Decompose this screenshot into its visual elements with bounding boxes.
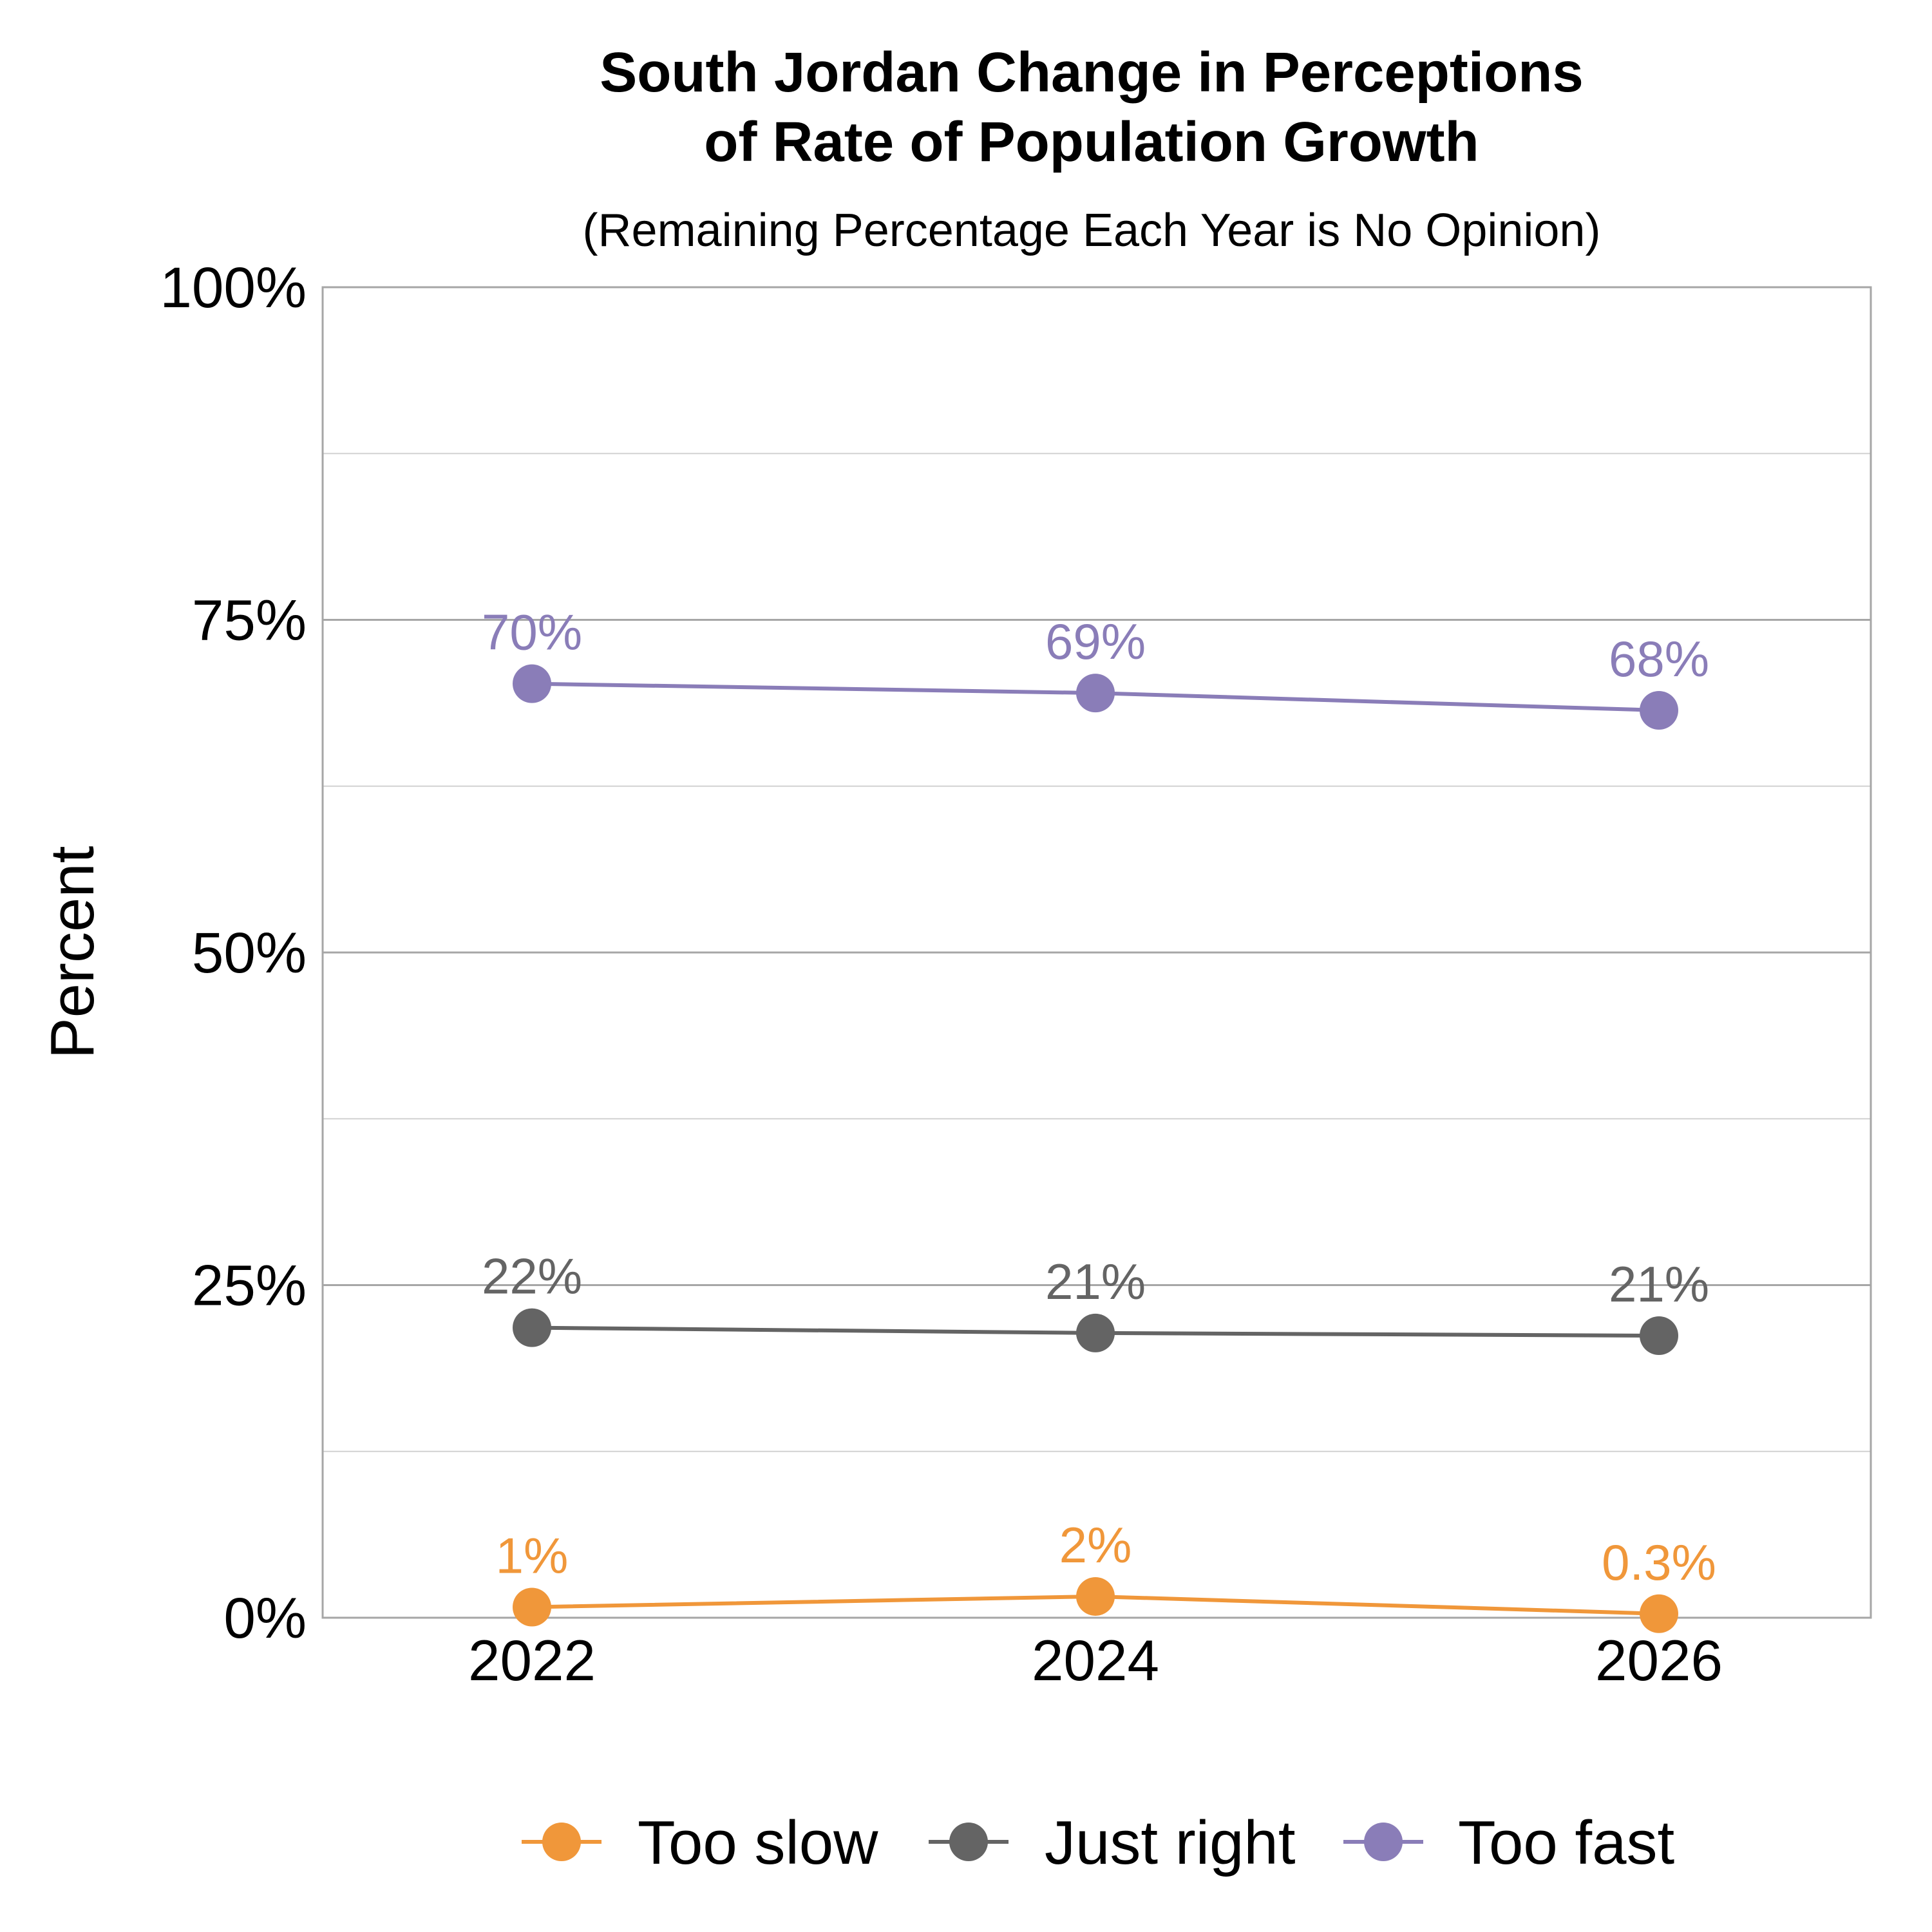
data-point (513, 1308, 551, 1347)
legend: Too slow Just right Too fast (522, 1808, 1674, 1877)
data-label: 21% (1609, 1256, 1709, 1312)
legend-label: Too slow (638, 1808, 878, 1877)
chart-title-line1: South Jordan Change in Perceptions (600, 41, 1584, 104)
legend-marker (949, 1823, 988, 1861)
data-point (1076, 674, 1115, 713)
data-label: 1% (496, 1527, 569, 1584)
plot-panel-border (321, 286, 1872, 1619)
data-point (1640, 1316, 1678, 1356)
data-label: 69% (1045, 613, 1146, 670)
chart-title-line2: of Rate of Population Growth (704, 111, 1479, 173)
x-tick-label: 2024 (1032, 1628, 1159, 1692)
legend-item: Too slow (522, 1808, 878, 1877)
legend-label: Just right (1045, 1808, 1295, 1877)
data-point (1076, 1577, 1115, 1616)
data-point (513, 1587, 551, 1627)
x-tick-label: 2026 (1595, 1628, 1723, 1692)
data-label: 22% (482, 1248, 582, 1305)
data-label: 70% (482, 604, 582, 661)
legend-marker (1364, 1823, 1403, 1861)
y-axis-ticks: 0% 25% 50% 75% 100% (160, 255, 307, 1650)
grid (323, 286, 1871, 1619)
y-tick-label: 0% (223, 1586, 307, 1650)
y-tick-label: 50% (192, 920, 307, 985)
data-point (1640, 1594, 1678, 1633)
x-axis-ticks: 2022 2024 2026 (468, 1628, 1723, 1692)
series-just-right: 22% 21% 21% (482, 1248, 1709, 1356)
data-point (1076, 1313, 1115, 1352)
series: 1% 2% 0.3% 22% 21% 21% 70% 69% 68% (482, 604, 1716, 1633)
data-label: 0.3% (1602, 1534, 1716, 1591)
data-label: 21% (1045, 1253, 1146, 1310)
legend-marker (542, 1823, 581, 1861)
legend-item: Too fast (1343, 1808, 1674, 1877)
data-point (513, 664, 551, 703)
series-too-slow: 1% 2% 0.3% (496, 1517, 1716, 1633)
legend-label: Too fast (1458, 1808, 1674, 1877)
y-tick-label: 75% (192, 588, 307, 652)
chart-subtitle: (Remaining Percentage Each Year is No Op… (583, 205, 1601, 256)
y-tick-label: 25% (192, 1253, 307, 1318)
x-tick-label: 2022 (468, 1628, 596, 1692)
series-too-fast: 70% 69% 68% (482, 604, 1709, 730)
y-tick-label: 100% (160, 255, 307, 319)
legend-item: Just right (929, 1808, 1295, 1877)
data-label: 2% (1059, 1517, 1132, 1573)
y-axis-title: Percent (38, 846, 107, 1059)
data-point (1640, 690, 1678, 730)
data-label: 68% (1609, 630, 1709, 687)
